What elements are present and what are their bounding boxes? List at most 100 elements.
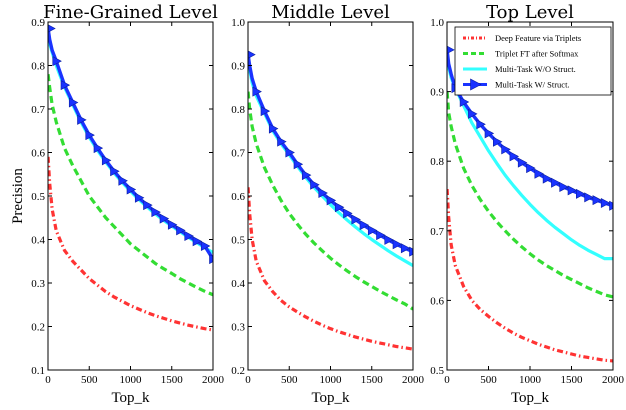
series-point	[526, 163, 536, 174]
series-line-2	[447, 91, 613, 299]
series-line-2	[48, 74, 213, 297]
series-point	[392, 239, 403, 250]
y-tick-label: 1.0	[430, 17, 444, 29]
y-tick-label: 0.9	[31, 17, 45, 29]
x-tick-label: 1500	[361, 374, 384, 386]
legend-label-4: Multi-Task W/ Struct.	[495, 80, 570, 90]
series-point	[567, 185, 578, 196]
y-tick-label: 0.9	[430, 87, 444, 99]
y-tick-label: 0.6	[430, 295, 444, 307]
x-tick-label: 0	[444, 374, 450, 386]
series-point	[285, 147, 295, 158]
series-point	[93, 143, 104, 154]
chart-panel-2: Middle Level 0 500 1000 1500 2000 0.2 0.3 0.4 0.5…	[231, 2, 424, 406]
series-point	[584, 192, 594, 203]
legend: Deep Feature via Triplets Triplet FT afte…	[454, 26, 612, 96]
series-point	[376, 230, 386, 241]
x-tick-label: 1000	[120, 374, 143, 386]
series-point	[484, 128, 495, 139]
y-tick-label: 0.4	[231, 278, 245, 290]
series-point	[192, 236, 203, 247]
series-point	[159, 213, 170, 224]
series-point	[68, 97, 79, 108]
y-tick-label: 0.6	[231, 191, 245, 203]
series-point	[501, 144, 511, 155]
y-tick-label: 0.2	[31, 322, 45, 334]
series-point	[542, 173, 553, 184]
y-tick-label: 0.3	[231, 322, 245, 334]
chart-panel-1: Fine-Grained Level 0 500 1000 1500 2000 0.1 0.2…	[31, 2, 224, 406]
y-tick-label: 0.2	[231, 365, 245, 377]
plot-area	[48, 24, 213, 332]
x-tick-label: 0	[45, 374, 51, 386]
x-tick-label: 500	[81, 374, 98, 386]
y-tick-label: 0.1	[31, 365, 45, 377]
series-point	[318, 187, 328, 198]
series-point	[134, 192, 145, 203]
y-tick-label: 0.4	[31, 235, 45, 247]
series-point	[85, 130, 95, 141]
series-line-3	[248, 60, 413, 267]
series-point	[384, 234, 394, 245]
series-point	[77, 114, 87, 125]
series-point	[468, 108, 478, 119]
x-tick-label: 2000	[402, 374, 425, 386]
series-line-1	[447, 188, 613, 363]
y-tick-label: 0.5	[430, 365, 444, 377]
y-tick-label: 0.8	[430, 156, 444, 168]
x-axis-label: Top_k	[311, 390, 350, 406]
x-tick-label: 500	[480, 374, 497, 386]
series-point	[334, 202, 345, 213]
y-tick-label: 0.5	[231, 235, 245, 247]
y-tick-label: 0.8	[231, 104, 245, 116]
series-line-4	[248, 54, 413, 254]
series-point	[592, 195, 603, 206]
series-point	[447, 45, 455, 54]
series-point	[551, 177, 561, 188]
x-tick-label: 0	[245, 374, 251, 386]
series-point	[209, 254, 213, 265]
series-point	[260, 106, 271, 117]
plot-area	[248, 50, 413, 351]
series-point	[534, 168, 544, 179]
series-point	[52, 56, 62, 67]
series-point	[310, 179, 320, 190]
series-point	[252, 86, 262, 97]
series-point	[200, 241, 211, 252]
series-point	[110, 166, 120, 177]
x-axis-label: Top_k	[111, 390, 150, 406]
x-tick-label: 2000	[602, 374, 625, 386]
y-axis-label: Precision	[10, 168, 26, 224]
series-point	[600, 197, 611, 208]
series-point	[118, 175, 128, 186]
series-point	[559, 181, 569, 192]
series-point	[367, 225, 378, 236]
series-point	[476, 119, 486, 130]
series-point	[609, 200, 613, 211]
series-point	[126, 184, 137, 195]
legend-label-2: Triplet FT after Softmax	[495, 49, 579, 59]
y-tick-label: 0.7	[430, 226, 444, 238]
series-point	[143, 200, 153, 211]
x-axis-label: Top_k	[511, 390, 550, 406]
series-line-2	[248, 91, 413, 311]
x-tick-label: 1000	[519, 374, 542, 386]
y-tick-label: 0.3	[31, 278, 45, 290]
y-tick-label: 0.9	[231, 61, 245, 73]
series-point	[409, 246, 413, 257]
plot-frame	[47, 21, 214, 371]
plot-frame	[247, 21, 414, 371]
chart-title: Fine-Grained Level	[43, 2, 218, 23]
x-tick-label: 500	[281, 374, 298, 386]
y-tick-label: 1.0	[231, 17, 245, 29]
series-point	[575, 188, 586, 199]
legend-label-1: Deep Feature via Triplets	[495, 33, 581, 43]
y-tick-label: 0.7	[231, 148, 245, 160]
series-point	[351, 214, 361, 225]
series-point	[268, 123, 279, 134]
series-point	[326, 195, 337, 206]
series-point	[277, 136, 287, 147]
chart-title: Middle Level	[271, 2, 390, 23]
series-point	[359, 220, 370, 231]
